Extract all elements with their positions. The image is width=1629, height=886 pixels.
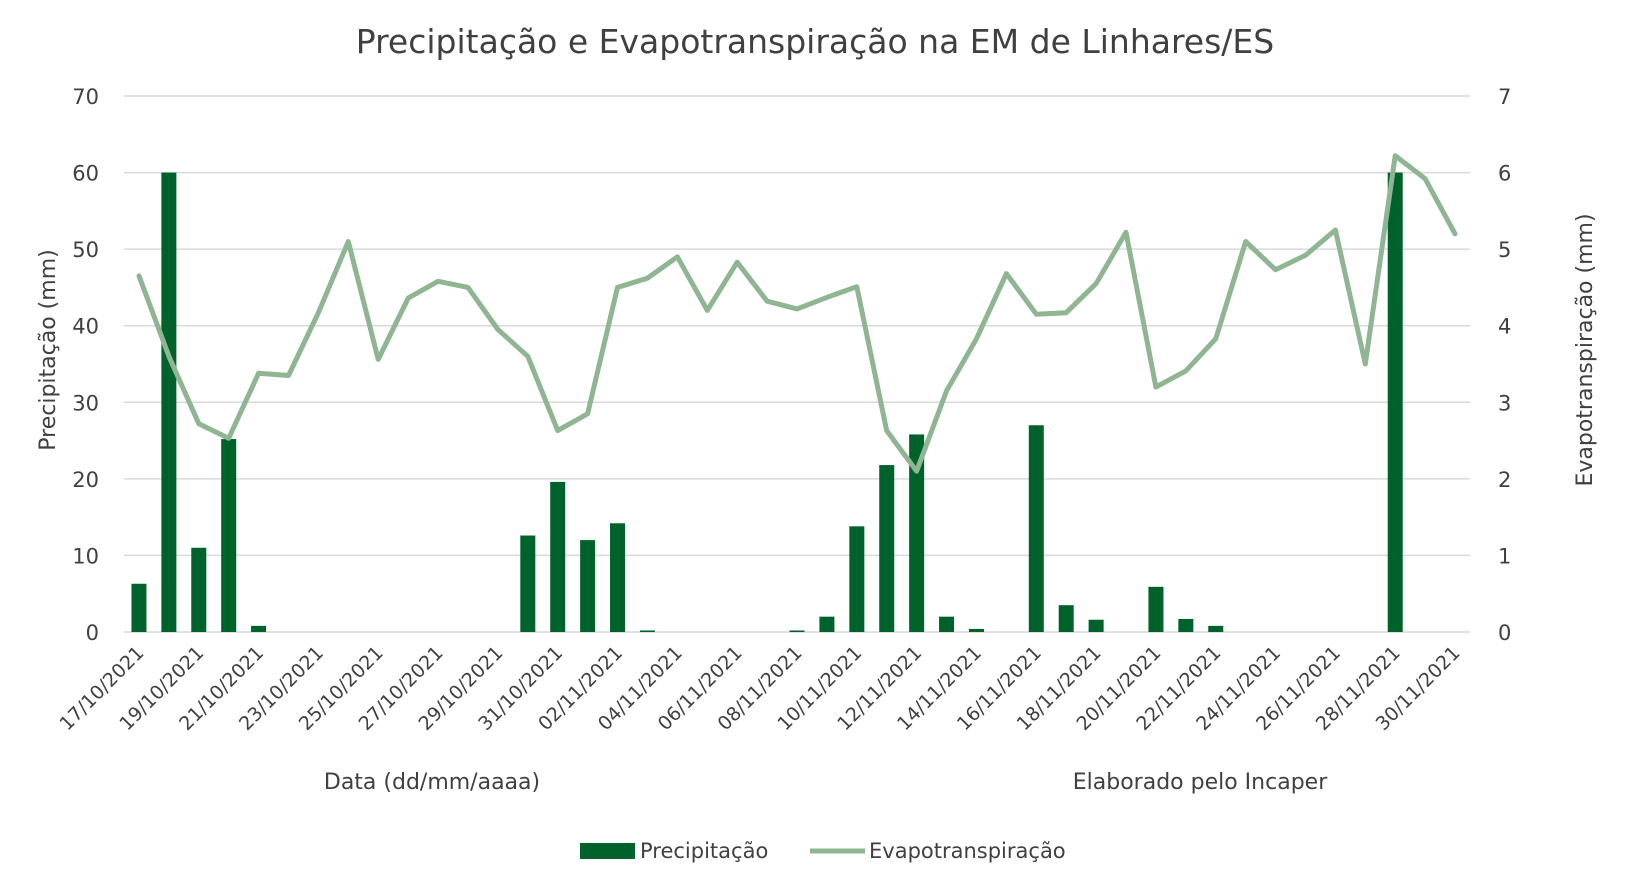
y-tick-left-label: 40	[72, 315, 99, 339]
y-tick-right-label: 7	[1498, 85, 1511, 109]
precipitation-bar	[1178, 618, 1194, 632]
y-tick-right-label: 1	[1498, 544, 1511, 568]
precipitation-bar	[1208, 625, 1224, 632]
y-tick-right-label: 5	[1498, 238, 1511, 262]
x-ticks: 17/10/202119/10/202121/10/202123/10/2021…	[55, 642, 1464, 735]
y-ticks-right: 0 1 2 3 4 5 6 7	[1498, 85, 1511, 645]
precipitation-bar	[610, 523, 626, 632]
precipitation-bar	[550, 481, 566, 632]
evapotranspiration-line	[136, 153, 1458, 474]
y-tick-right-label: 3	[1498, 391, 1511, 415]
precipitation-bar	[520, 535, 536, 632]
y-tick-right-label: 2	[1498, 468, 1511, 492]
y-tick-left-label: 10	[72, 544, 99, 568]
precipitation-bar	[789, 630, 805, 632]
y-tick-right-label: 0	[1498, 621, 1511, 645]
legend-label-evapotranspiration: Evapotranspiração	[869, 839, 1066, 863]
y-tick-right-label: 4	[1498, 315, 1511, 339]
precipitation-bar	[968, 628, 984, 632]
chart-title: Precipitação e Evapotranspiração na EM d…	[356, 22, 1274, 61]
legend: Precipitação Evapotranspiração	[580, 839, 1066, 863]
precipitation-bar	[639, 630, 655, 632]
y-axis-left-label: Precipitação (mm)	[36, 249, 61, 450]
precipitation-bar	[580, 540, 596, 632]
legend-label-precipitation: Precipitação	[640, 839, 768, 863]
y-ticks-left: 0 10 20 30 40 50 60 70	[72, 85, 99, 645]
precipitation-bar	[131, 583, 147, 632]
precipitation-bar	[819, 616, 835, 632]
precipitation-bar	[191, 547, 207, 632]
precipitation-bar	[849, 526, 865, 632]
precipitation-bar	[221, 439, 237, 632]
y-tick-left-label: 20	[72, 468, 99, 492]
y-tick-left-label: 0	[86, 621, 99, 645]
y-tick-left-label: 70	[72, 85, 99, 109]
y-axis-right-label: Evapotranspiração (mm)	[1573, 213, 1598, 486]
precipitation-bar	[939, 616, 955, 632]
precipitation-bar	[879, 465, 895, 632]
evapotranspiration-line-layer	[136, 153, 1458, 474]
precipitation-bar	[251, 625, 267, 632]
precipitation-bar	[909, 434, 925, 632]
precipitation-bar	[1148, 586, 1164, 632]
legend-swatch-precipitation	[580, 843, 635, 859]
gridlines	[124, 95, 1470, 633]
precipitation-bar	[161, 172, 177, 633]
precipitation-bar	[1387, 172, 1403, 633]
y-tick-right-label: 6	[1498, 162, 1511, 186]
source-note: Elaborado pelo Incaper	[1073, 770, 1328, 795]
precipitation-bar	[1028, 425, 1044, 632]
y-tick-left-label: 30	[72, 391, 99, 415]
precipitation-bars	[131, 172, 1403, 633]
x-axis-label: Data (dd/mm/aaaa)	[324, 770, 540, 795]
precipitation-bar	[1088, 619, 1104, 632]
precipitation-bar	[1058, 605, 1074, 632]
y-tick-left-label: 60	[72, 162, 99, 186]
y-tick-left-label: 50	[72, 238, 99, 262]
